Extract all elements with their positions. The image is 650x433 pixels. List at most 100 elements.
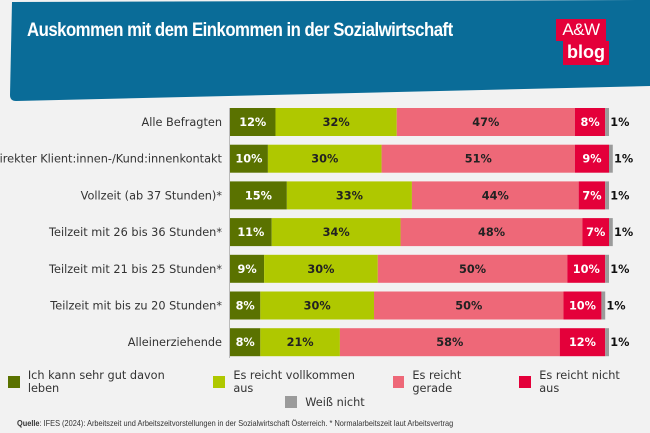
bar-segment-es-reicht-vollkommen-aus <box>275 108 397 136</box>
data-label: 10% <box>235 153 262 166</box>
data-label: 12% <box>239 116 266 129</box>
data-label: 32% <box>323 116 350 129</box>
bar-segment-es-reicht-gerade <box>400 218 583 247</box>
bar-segment-es-reicht-nicht-aus <box>563 291 602 320</box>
data-label: 1% <box>614 226 633 239</box>
data-label: 44% <box>482 189 509 202</box>
bar-segment-wei-nicht <box>601 291 606 320</box>
legend-swatch <box>392 376 405 388</box>
data-label: 30% <box>304 300 331 313</box>
bar-segment-es-reicht-nicht-aus <box>574 144 609 173</box>
data-label: 1% <box>610 263 629 276</box>
category-label: Direkter Klient:innen-/Kund:innenkontakt <box>0 153 223 166</box>
bar-segment-ich-kann-sehr-gut-davon-leben <box>230 181 287 210</box>
bar-segment-wei-nicht <box>605 328 609 357</box>
category-label: Vollzeit (ab 37 Stunden)* <box>81 189 223 202</box>
data-label: 1% <box>606 300 625 313</box>
bars-group: Alle Befragten 12% 32% 47% 8% 1% Direkter Klie… <box>0 108 633 357</box>
data-label: 10% <box>569 300 596 313</box>
logo-blog: blog <box>563 41 609 65</box>
category-label: Teilzeit mit 26 bis 36 Stunden* <box>48 226 222 239</box>
legend: Ich kann sehr gut davon leben Es reicht v… <box>0 369 650 412</box>
legend-swatch <box>519 376 532 388</box>
legend-label: Ich kann sehr gut davon leben <box>27 369 165 395</box>
legend-item-es-reicht-nicht-aus: Es reicht nicht aus <box>519 369 642 395</box>
data-label: 1% <box>610 189 629 202</box>
legend-label: Es reicht nicht aus <box>539 369 620 395</box>
legend-item-ich-kann-sehr-gut-davon-leben: Ich kann sehr gut davon leben <box>8 369 197 395</box>
logo-aw: A&W <box>556 19 606 41</box>
data-label: 58% <box>436 336 463 349</box>
category-label: Alleinerziehende <box>128 336 222 349</box>
data-label: 8% <box>236 336 255 349</box>
bar-segment-wei-nicht <box>609 218 613 247</box>
category-label: Alle Befragten <box>141 116 222 129</box>
data-label: 1% <box>614 153 633 166</box>
bar-segment-ich-kann-sehr-gut-davon-leben <box>230 291 261 320</box>
header-banner <box>10 0 650 101</box>
data-label: 51% <box>465 153 492 166</box>
bar-segment-es-reicht-gerade <box>374 291 564 320</box>
bar-segment-ich-kann-sehr-gut-davon-leben <box>230 144 268 173</box>
data-label: 33% <box>336 189 363 202</box>
source-note: Quelle: IFES (2024): Arbeitszeit und Arb… <box>17 418 453 428</box>
bar-segment-ich-kann-sehr-gut-davon-leben <box>230 254 265 283</box>
data-label: 30% <box>311 153 338 166</box>
legend-swatch <box>8 376 20 388</box>
bar-segment-es-reicht-gerade <box>339 328 560 357</box>
data-label: 7% <box>582 189 601 202</box>
data-label: 50% <box>459 263 486 276</box>
data-label: 12% <box>569 336 596 349</box>
bar-segment-es-reicht-vollkommen-aus <box>286 181 412 210</box>
data-label: 47% <box>472 116 499 129</box>
bar-segment-es-reicht-vollkommen-aus <box>260 291 375 320</box>
source-label: Quelle <box>17 418 40 428</box>
bar-segment-es-reicht-gerade <box>396 108 575 136</box>
bar-segment-ich-kann-sehr-gut-davon-leben <box>230 108 276 136</box>
bar-segment-es-reicht-vollkommen-aus <box>260 328 340 357</box>
legend-swatch <box>285 396 298 408</box>
legend-label: Es reicht gerade <box>412 369 462 395</box>
legend-item-es-reicht-gerade: Es reicht gerade <box>392 369 504 395</box>
bar-segment-es-reicht-vollkommen-aus <box>264 254 378 283</box>
legend-item-es-reicht-vollkommen-aus: Es reicht vollkommen aus <box>213 369 376 395</box>
legend-row: Ich kann sehr gut davon leben Es reicht v… <box>0 369 650 395</box>
data-label: 8% <box>580 116 599 129</box>
bar-segment-es-reicht-nicht-aus <box>574 108 606 136</box>
bar-segment-es-reicht-nicht-aus <box>582 218 609 247</box>
source-text: : IFES (2024): Arbeitszeit und Arbeitsze… <box>39 418 454 428</box>
bar-segment-ich-kann-sehr-gut-davon-leben <box>230 218 272 247</box>
bar-segment-es-reicht-vollkommen-aus <box>267 144 382 173</box>
bar-segment-wei-nicht <box>605 181 609 210</box>
data-label: 7% <box>586 226 605 239</box>
legend-label: Es reicht vollkommen aus <box>233 369 355 395</box>
stacked-bar-chart: Alle Befragten 12% 32% 47% 8% 1% Direkter Klie… <box>0 108 633 358</box>
bar-segment-es-reicht-nicht-aus <box>567 254 606 283</box>
category-label: Teilzeit mit 21 bis 25 Stunden* <box>48 263 222 276</box>
legend-item-wei-nicht: Weiß nicht <box>285 396 365 409</box>
data-label: 10% <box>573 263 600 276</box>
bar-segment-es-reicht-gerade <box>381 144 575 173</box>
data-label: 15% <box>245 189 272 202</box>
data-label: 9% <box>582 153 601 166</box>
legend-row: Weiß nicht <box>0 392 650 412</box>
data-label: 21% <box>287 336 314 349</box>
legend-swatch <box>213 376 226 388</box>
bar-segment-es-reicht-gerade <box>377 254 568 283</box>
data-label: 1% <box>610 116 629 129</box>
bar-segment-es-reicht-nicht-aus <box>578 181 606 210</box>
data-label: 8% <box>236 300 255 313</box>
bar-segment-wei-nicht <box>605 254 609 283</box>
bar-segment-ich-kann-sehr-gut-davon-leben <box>230 328 261 357</box>
bar-segment-wei-nicht <box>609 144 613 173</box>
data-label: 50% <box>455 300 482 313</box>
chart-header: Auskommen mit dem Einkommen in der Sozia… <box>0 0 650 102</box>
data-label: 11% <box>237 226 264 239</box>
bar-segment-es-reicht-nicht-aus <box>559 328 606 357</box>
data-label: 48% <box>478 226 505 239</box>
bar-segment-es-reicht-vollkommen-aus <box>271 218 401 247</box>
category-label: Teilzeit mit bis zu 20 Stunden* <box>49 300 222 313</box>
bar-segment-wei-nicht <box>605 108 609 136</box>
chart-title: Auskommen mit dem Einkommen in der Sozia… <box>27 19 453 41</box>
data-label: 30% <box>307 263 334 276</box>
